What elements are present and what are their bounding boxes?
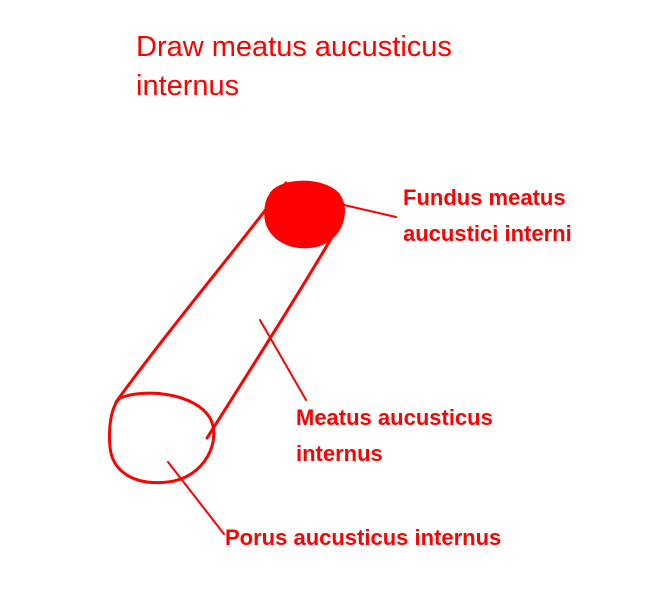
fundus-leader-line	[343, 204, 397, 218]
meatus-leader-line	[259, 319, 307, 401]
canal-upper-edge	[114, 181, 288, 404]
drawing-instruction-title: Draw meatus aucusticus internus	[136, 28, 596, 106]
fundus-label: Fundus meatus aucustici interni	[403, 180, 572, 252]
porus-leader-line	[167, 461, 225, 535]
porus-opening-ellipse	[108, 391, 216, 485]
porus-label: Porus aucusticus internus	[225, 520, 501, 556]
meatus-label-line-1: Meatus aucusticus	[296, 405, 493, 430]
fundus-filled-ellipse	[264, 180, 345, 249]
porus-label-line-1: Porus aucusticus internus	[225, 525, 502, 550]
fundus-label-line-1: Fundus meatus	[403, 185, 566, 210]
title-line-1: Draw meatus aucusticus	[136, 31, 452, 63]
meatus-label-line-2: internus	[296, 441, 383, 466]
fundus-label-line-2: aucustici interni	[403, 221, 572, 246]
meatus-label: Meatus aucusticus internus	[296, 400, 493, 472]
canal-lower-edge	[205, 230, 337, 440]
title-line-2: internus	[136, 70, 240, 102]
